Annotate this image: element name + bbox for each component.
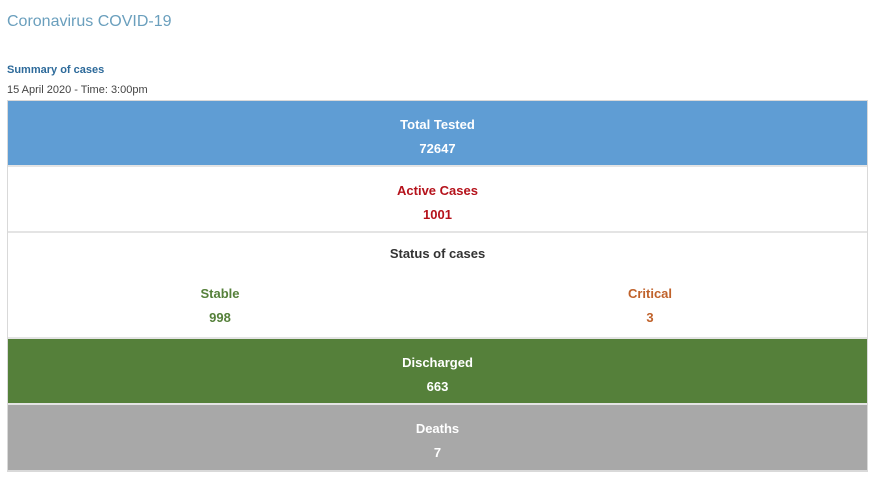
critical-label: Critical xyxy=(627,286,673,301)
discharged-label: Discharged xyxy=(402,355,473,370)
stable-value: 998 xyxy=(209,310,231,325)
case-summary-table: Total Tested 72647 Active Cases 1001 Sta… xyxy=(7,100,868,472)
active-cases-value: 1001 xyxy=(423,207,452,222)
deaths-row: Deaths 7 xyxy=(8,405,867,471)
total-tested-row: Total Tested 72647 xyxy=(8,101,867,167)
deaths-label: Deaths xyxy=(415,421,460,436)
status-of-cases-heading: Status of cases xyxy=(389,246,486,261)
summary-title: Summary of cases xyxy=(7,64,105,76)
status-of-cases-row: Status of cases Stable 998 Critical 3 xyxy=(8,233,867,339)
discharged-row: Discharged 663 xyxy=(8,339,867,405)
total-tested-label: Total Tested xyxy=(400,117,475,132)
discharged-value: 663 xyxy=(426,379,449,394)
active-cases-row: Active Cases 1001 xyxy=(8,167,867,233)
critical-value: 3 xyxy=(646,310,654,325)
deaths-value: 7 xyxy=(433,445,442,460)
active-cases-label: Active Cases xyxy=(397,183,478,198)
page-title: Coronavirus COVID-19 xyxy=(7,13,172,30)
critical-cases: Critical 3 xyxy=(580,282,720,330)
stable-label: Stable xyxy=(200,286,240,301)
stable-cases: Stable 998 xyxy=(150,282,290,330)
summary-date: 15 April 2020 - Time: 3:00pm xyxy=(7,84,148,96)
total-tested-value: 72647 xyxy=(419,141,456,156)
